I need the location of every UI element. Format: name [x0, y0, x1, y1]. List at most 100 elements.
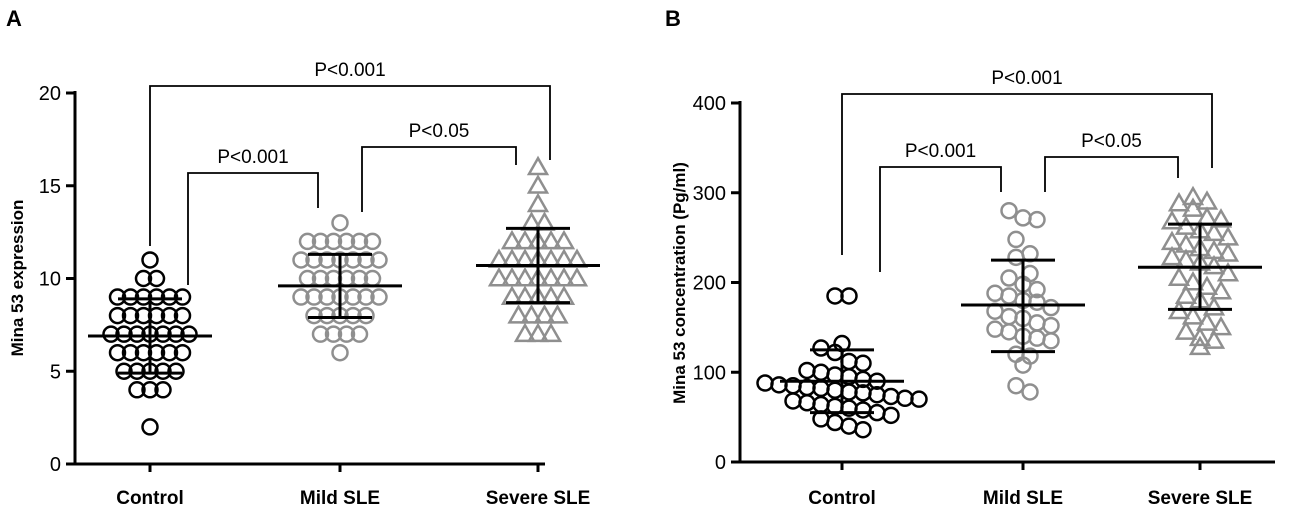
data-point-circle: [798, 361, 816, 380]
data-point-triangle: [539, 322, 563, 343]
data-point-circle: [305, 306, 323, 325]
data-point-circle: [108, 288, 127, 306]
data-point-circle: [180, 325, 198, 343]
data-point-circle: [840, 287, 858, 305]
data-point-circle: [1042, 316, 1060, 335]
data-point-circle: [154, 362, 172, 380]
data-point-triangle: [1174, 284, 1198, 304]
data-point-circle: [812, 395, 830, 414]
data-point-triangle: [1216, 226, 1240, 246]
data-point-triangle: [526, 192, 550, 213]
data-point-triangle: [500, 266, 524, 287]
data-point-triangle: [1174, 215, 1198, 235]
data-point-triangle: [1181, 270, 1205, 291]
data-point-circle: [1042, 332, 1060, 350]
data-point-circle: [1007, 230, 1025, 249]
y-tick-label: 10: [39, 269, 61, 291]
data-point-triangle: [1181, 185, 1205, 206]
data-point-circle: [840, 417, 858, 435]
data-point-circle: [331, 343, 349, 362]
data-point-triangle: [1202, 239, 1226, 260]
data-point-triangle: [539, 229, 563, 250]
data-point-circle: [784, 392, 802, 410]
data-point-triangle: [1174, 320, 1198, 340]
y-tick-label: 0: [715, 452, 726, 474]
data-point-circle: [812, 339, 830, 357]
data-point-circle: [134, 269, 153, 288]
significance-bracket: [1044, 156, 1179, 192]
data-point-triangle: [513, 229, 537, 250]
data-point-circle: [160, 288, 179, 306]
data-point-circle: [344, 306, 362, 325]
data-point-circle: [115, 362, 133, 380]
data-point-circle: [173, 288, 192, 306]
data-point-triangle: [1174, 233, 1198, 253]
data-point-triangle: [565, 266, 589, 287]
data-point-circle: [1000, 201, 1018, 220]
data-point-circle: [134, 288, 153, 306]
data-point-circle: [812, 379, 830, 398]
data-point-circle: [324, 325, 343, 343]
data-point-circle: [305, 251, 323, 269]
points-b: [756, 185, 1240, 439]
data-point-triangle: [513, 266, 537, 287]
data-point-circle: [1000, 269, 1018, 287]
data-point-circle: [840, 352, 858, 371]
y-tick-label: 300: [693, 183, 726, 205]
data-point-circle: [121, 306, 140, 325]
data-point-circle: [108, 343, 127, 362]
data-point-circle: [337, 232, 356, 251]
data-point-circle: [357, 251, 375, 269]
data-point-triangle: [1209, 279, 1233, 300]
data-point-circle: [1042, 298, 1060, 317]
data-point-triangle: [500, 229, 524, 250]
data-point-circle: [770, 376, 788, 394]
p-value-label: P<0.001: [905, 141, 976, 162]
data-point-triangle: [1195, 311, 1219, 331]
data-point-triangle: [526, 155, 550, 176]
data-point-circle: [318, 251, 336, 269]
x-labels-a: Control Mild SLE Severe SLE: [116, 464, 590, 509]
data-point-circle: [826, 381, 844, 399]
data-point-circle: [896, 389, 914, 408]
data-point-circle: [141, 418, 159, 436]
data-point-triangle: [520, 304, 543, 324]
data-point-circle: [854, 401, 872, 419]
data-point-circle: [337, 325, 356, 343]
data-point-circle: [128, 381, 146, 399]
data-point-circle: [305, 288, 323, 306]
data-point-circle: [840, 383, 858, 401]
data-point-circle: [344, 288, 362, 306]
data-point-circle: [160, 343, 179, 362]
data-point-circle: [798, 394, 816, 412]
data-point-circle: [357, 288, 375, 306]
data-point-circle: [1028, 210, 1046, 229]
data-point-circle: [167, 325, 185, 343]
data-point-circle: [318, 306, 336, 325]
data-point-circle: [147, 288, 166, 306]
x-labels-b: Control Mild SLE Severe SLE: [808, 462, 1252, 509]
data-point-triangle: [1160, 230, 1184, 251]
y-axis-label-b: Mina 53 concentration (Pg/ml): [670, 162, 689, 404]
data-point-circle: [1007, 345, 1025, 364]
x-tick-label: Severe SLE: [1148, 488, 1253, 509]
data-point-circle: [1014, 209, 1032, 227]
data-point-triangle: [1209, 315, 1233, 336]
data-point-circle: [173, 343, 192, 362]
significance-bracket: [149, 85, 551, 246]
error-bars-a: [88, 226, 600, 375]
data-point-triangle: [1216, 262, 1240, 282]
panel-a: A Mina 53 expression 0 5 10 15 20 Control Mil…: [6, 6, 600, 509]
y-tick-label: 100: [693, 362, 726, 384]
data-point-circle: [882, 406, 900, 425]
data-point-circle: [854, 420, 872, 439]
significance-bracket: [187, 172, 319, 285]
x-tick-label: Mild SLE: [983, 488, 1063, 509]
significance-bracket: [879, 166, 1002, 272]
data-point-circle: [344, 251, 362, 269]
data-point-circle: [128, 362, 146, 380]
data-point-circle: [986, 320, 1004, 338]
data-point-circle: [1021, 264, 1039, 283]
panel-label-a: A: [6, 6, 22, 31]
